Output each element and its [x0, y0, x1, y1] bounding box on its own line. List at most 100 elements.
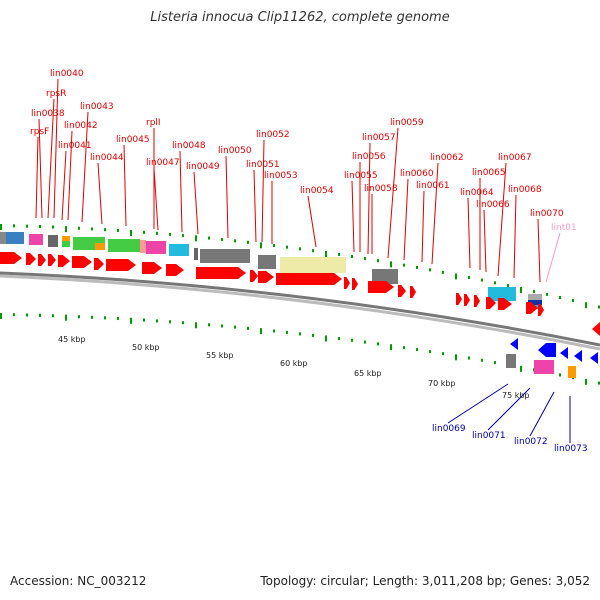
forward-gene-arrow: [538, 304, 544, 316]
reverse-gene-label: lin0072: [514, 437, 548, 447]
label-leader-line: [529, 391, 555, 437]
label-leader-line: [307, 195, 317, 248]
forward-gene-label: lin0058: [364, 184, 398, 194]
label-leader-line: [537, 218, 541, 283]
label-leader-line: [447, 383, 509, 424]
label-leader-line: [67, 130, 73, 221]
forward-gene-label: lin0053: [264, 171, 298, 181]
forward-gene-arrow: [474, 295, 480, 307]
forward-gene-arrow: [398, 285, 406, 297]
label-leader-line: [421, 190, 425, 263]
label-leader-line: [81, 111, 89, 223]
forward-gene-arrow: [526, 302, 538, 314]
forward-gene-arrow: [48, 254, 56, 266]
forward-gene-label: rpsF: [30, 127, 49, 137]
forward-gene-arrow: [250, 270, 258, 282]
forward-gene-label: lin0059: [390, 118, 424, 128]
label-leader-line: [467, 197, 471, 269]
forward-gene-label: lin0052: [256, 130, 290, 140]
forward-gene-label: lin0044: [90, 153, 124, 163]
forward-gene-label: lin0043: [80, 102, 114, 112]
forward-gene-label: lin0065: [472, 168, 506, 178]
forward-gene-label: rplI: [146, 118, 161, 128]
label-leader-line: [351, 180, 355, 253]
label-leader-line: [487, 387, 531, 431]
forward-gene-label: lin0051: [246, 160, 280, 170]
scale-tick-label: 50 kbp: [132, 343, 160, 352]
label-leader-line: [53, 78, 59, 219]
forward-gene-arrow: [166, 264, 184, 276]
reverse-gene-label: lin0069: [432, 424, 466, 434]
forward-gene-arrow: [464, 294, 470, 306]
reverse-genes: [506, 322, 600, 378]
map-title: Listeria innocua Clip11262, complete gen…: [150, 10, 450, 25]
forward-gene-label: lin0066: [476, 200, 510, 210]
scale-tick-label: 55 kbp: [206, 351, 234, 360]
label-leader-line: [431, 162, 439, 265]
label-leader-line: [47, 98, 55, 219]
cog-band: [0, 232, 542, 309]
label-leader-line: [513, 194, 517, 279]
label-leader-line: [497, 162, 507, 277]
label-leader-line: [35, 136, 39, 219]
forward-gene-arrow: [94, 258, 104, 270]
forward-gene-label: lin0067: [498, 153, 532, 163]
label-leader-line: [193, 171, 199, 235]
forward-gene-arrow: [258, 271, 274, 283]
scale-tick-label: 45 kbp: [58, 335, 86, 344]
label-leader-line: [123, 144, 127, 227]
scale-labels: 45 kbp 50 kbp 55 kbp 60 kbp 65 kbp 70 kbp 75 k…: [58, 335, 530, 400]
scale-tick-label: 75 kbp: [502, 391, 530, 400]
forward-gene-arrow: [0, 252, 22, 264]
forward-gene-label: lin0042: [64, 121, 98, 131]
scale-tick-label: 65 kbp: [354, 369, 382, 378]
label-leader-line: [403, 178, 409, 261]
forward-gene-arrow: [72, 256, 92, 268]
reverse-gene-label: lin0071: [472, 431, 506, 441]
reverse-gene-label: lin0073: [554, 444, 588, 454]
forward-gene-arrow: [276, 273, 342, 285]
gene-labels: rpsF lin0038 rpsR lin0040 lin0041 lin0042 lin0…: [30, 69, 588, 454]
label-leader-line: [225, 155, 229, 239]
forward-gene-arrow: [368, 281, 394, 293]
forward-gene-label: lin0050: [218, 146, 252, 156]
forward-gene-arrow: [142, 262, 162, 274]
forward-gene-arrow: [58, 255, 70, 267]
rna-gene-label: lint01: [551, 223, 577, 233]
forward-gene-label: lin0041: [58, 141, 92, 151]
forward-gene-label: lin0049: [186, 162, 220, 172]
forward-genes: [0, 252, 544, 316]
forward-gene-label: lin0047: [146, 158, 180, 168]
label-leader-line: [483, 209, 487, 273]
genome-summary: Topology: circular; Length: 3,011,208 bp…: [260, 574, 590, 588]
forward-gene-label: lin0060: [400, 169, 434, 179]
label-leader-line: [179, 150, 183, 233]
forward-gene-label: rpsR: [46, 89, 66, 99]
forward-gene-arrow: [498, 298, 512, 310]
label-leader-line: [38, 118, 43, 219]
forward-gene-label: lin0048: [172, 141, 206, 151]
label-leader-line: [153, 167, 159, 231]
forward-gene-label: lin0056: [352, 152, 386, 162]
tick-track: [0, 224, 600, 385]
label-leader-line: [253, 169, 257, 243]
forward-gene-label: lin0040: [50, 69, 84, 79]
forward-gene-label: lin0038: [31, 109, 65, 119]
forward-gene-label: lin0054: [300, 186, 334, 196]
forward-gene-label: lin0070: [530, 209, 564, 219]
forward-gene-arrow: [410, 286, 416, 298]
label-leader-line: [387, 127, 399, 259]
forward-gene-label: lin0068: [508, 185, 542, 195]
scale-tick-label: 60 kbp: [280, 359, 308, 368]
label-leader-line: [61, 150, 67, 221]
forward-gene-label: lin0061: [416, 181, 450, 191]
forward-gene-arrow: [344, 277, 350, 289]
scale-tick-label: 70 kbp: [428, 379, 456, 388]
forward-gene-label: lin0062: [430, 153, 464, 163]
forward-gene-arrow: [456, 293, 462, 305]
accession-text: Accession: NC_003212: [10, 574, 147, 588]
forward-gene-arrow: [26, 253, 36, 265]
genome-backbone: [0, 271, 600, 351]
forward-gene-label: lin0055: [344, 171, 378, 181]
